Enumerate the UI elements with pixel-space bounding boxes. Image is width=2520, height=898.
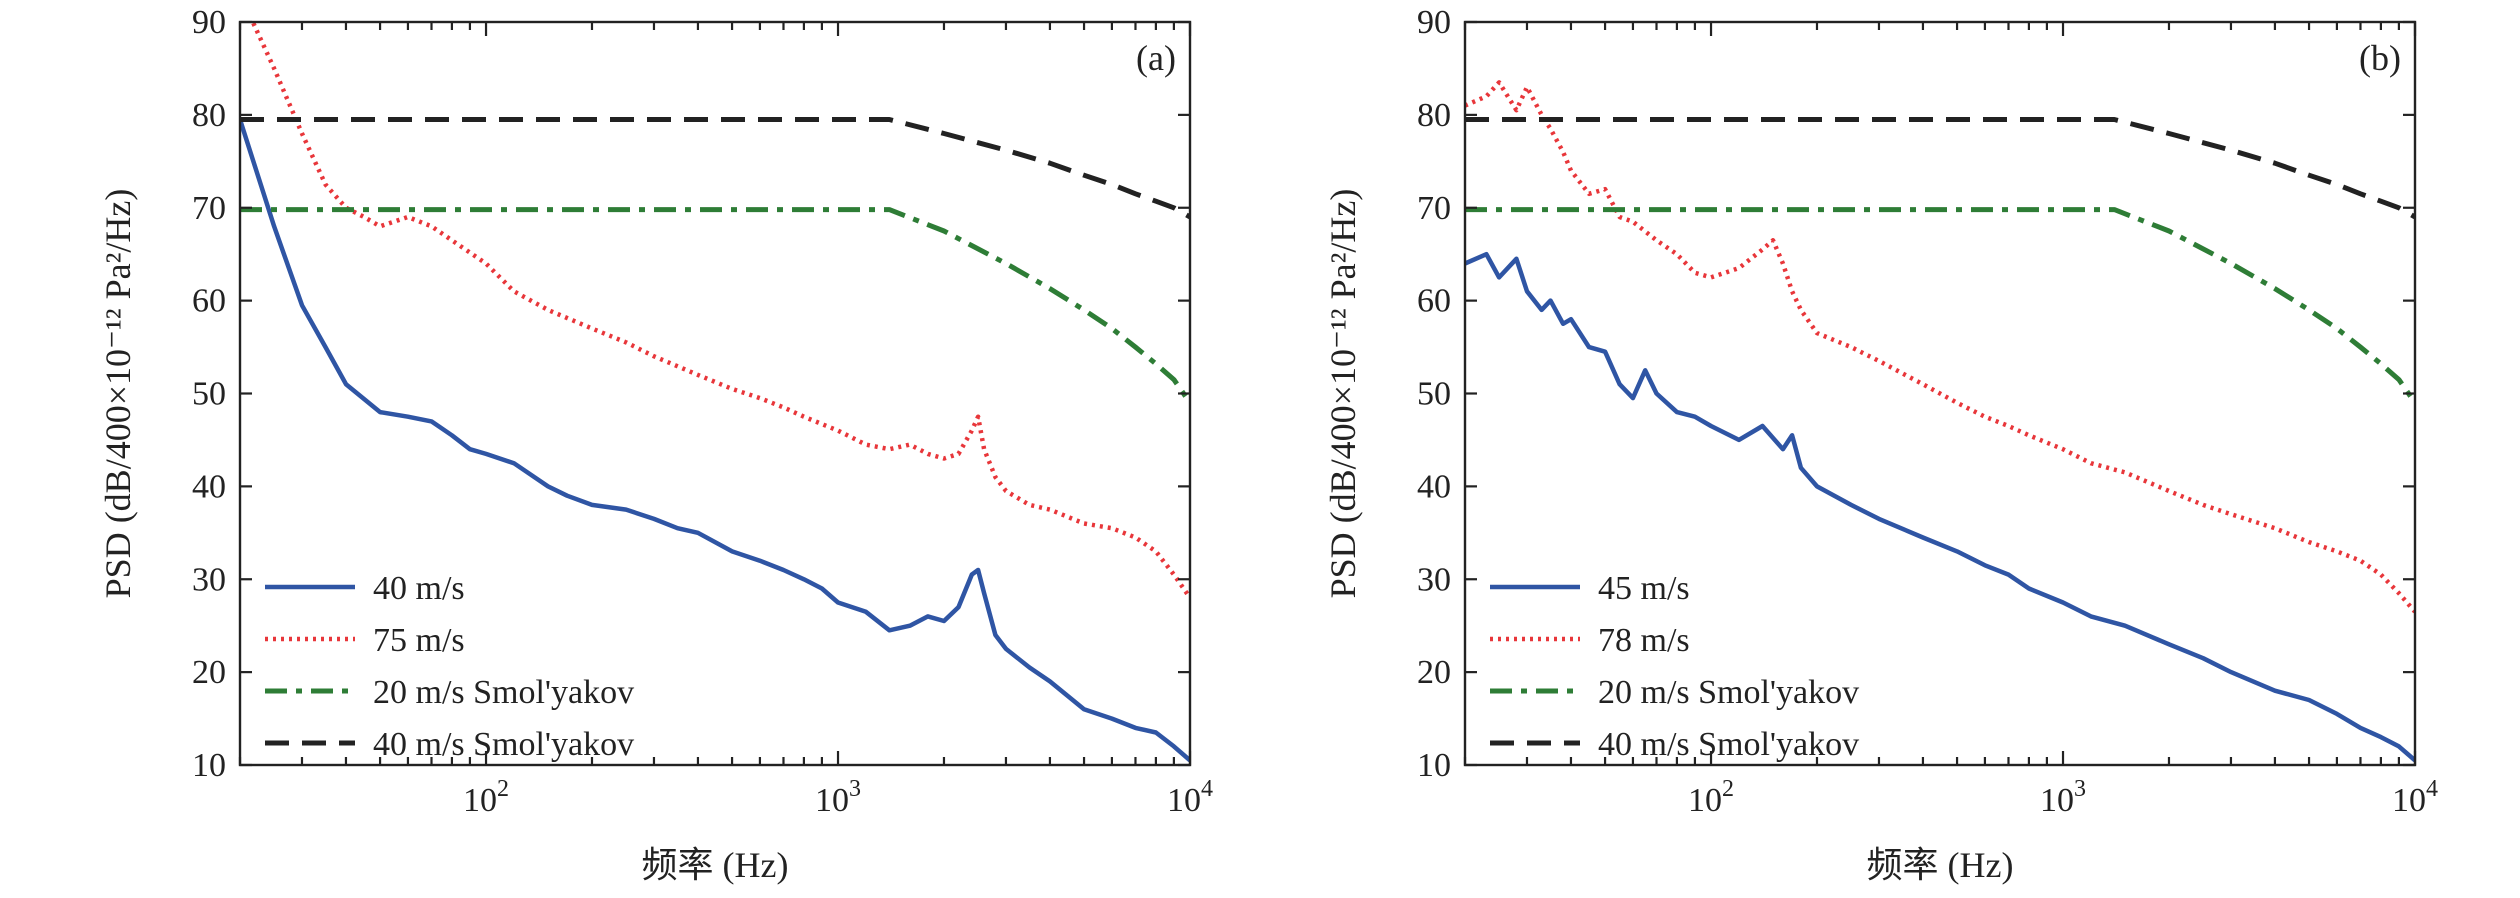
y-tick-label: 40 bbox=[1417, 468, 1451, 505]
legend-label-1: 78 m/s bbox=[1598, 622, 1690, 659]
x-tick-base: 10 bbox=[1167, 782, 1201, 819]
y-tick-label: 30 bbox=[192, 561, 226, 598]
y-tick-label: 70 bbox=[192, 190, 226, 227]
x-tick-label: 104 bbox=[2392, 776, 2438, 819]
panel-label: (b) bbox=[2359, 38, 2401, 78]
x-tick-exponent: 2 bbox=[1722, 776, 1734, 802]
x-tick-label: 103 bbox=[815, 776, 861, 819]
x-tick-base: 10 bbox=[1688, 782, 1722, 819]
series-line-2 bbox=[1465, 207, 2415, 405]
series-line-2 bbox=[240, 207, 1190, 405]
x-tick-exponent: 4 bbox=[2426, 776, 2438, 802]
x-axis-title: 频率 (Hz) bbox=[1867, 845, 2014, 885]
legend-label-3: 40 m/s Smol'yakov bbox=[373, 726, 634, 763]
y-tick-label: 20 bbox=[192, 654, 226, 691]
y-tick-label: 20 bbox=[1417, 654, 1451, 691]
y-axis-title: PSD (dB/400×10⁻¹² Pa²/Hz) bbox=[98, 189, 138, 599]
x-tick-exponent: 4 bbox=[1201, 776, 1213, 802]
y-tick-label: 90 bbox=[1417, 4, 1451, 41]
legend: 45 m/s 78 m/s 20 m/s Smol'yakov 40 m/s Smol… bbox=[1490, 570, 1859, 763]
series-line-1 bbox=[1465, 80, 2415, 614]
y-tick-label: 30 bbox=[1417, 561, 1451, 598]
x-tick-exponent: 3 bbox=[2074, 776, 2086, 802]
y-tick-label: 60 bbox=[1417, 283, 1451, 320]
series-line-3 bbox=[1465, 117, 2415, 220]
x-tick-base: 10 bbox=[2392, 782, 2426, 819]
x-tick-label: 104 bbox=[1167, 776, 1213, 819]
x-tick-exponent: 2 bbox=[497, 776, 509, 802]
legend-label-3: 40 m/s Smol'yakov bbox=[1598, 726, 1859, 763]
x-tick-label: 102 bbox=[463, 776, 509, 819]
series-line-3 bbox=[240, 117, 1190, 220]
series-group bbox=[240, 22, 1190, 763]
y-tick-label: 80 bbox=[192, 97, 226, 134]
x-tick-label: 102 bbox=[1688, 776, 1734, 819]
y-tick-label: 10 bbox=[192, 747, 226, 784]
y-tick-label: 90 bbox=[192, 4, 226, 41]
x-tick-label: 103 bbox=[2040, 776, 2086, 819]
x-axis-title: 频率 (Hz) bbox=[642, 845, 789, 885]
y-tick-label: 60 bbox=[192, 283, 226, 320]
series-line-1 bbox=[250, 22, 1190, 600]
series-group bbox=[1465, 80, 2415, 763]
x-tick-base: 10 bbox=[815, 782, 849, 819]
y-tick-label: 80 bbox=[1417, 97, 1451, 134]
legend-label-2: 20 m/s Smol'yakov bbox=[1598, 674, 1859, 711]
y-axis-title: PSD (dB/400×10⁻¹² Pa²/Hz) bbox=[1323, 189, 1363, 599]
y-tick-label: 70 bbox=[1417, 190, 1451, 227]
x-tick-base: 10 bbox=[2040, 782, 2074, 819]
panel-label: (a) bbox=[1136, 38, 1176, 78]
legend: 40 m/s 75 m/s 20 m/s Smol'yakov 40 m/s Smol… bbox=[265, 570, 634, 763]
series-line-0 bbox=[240, 118, 1190, 763]
legend-label-0: 45 m/s bbox=[1598, 570, 1690, 607]
x-tick-base: 10 bbox=[463, 782, 497, 819]
legend-label-2: 20 m/s Smol'yakov bbox=[373, 674, 634, 711]
y-tick-label: 50 bbox=[192, 376, 226, 413]
y-tick-label: 40 bbox=[192, 468, 226, 505]
series-line-0 bbox=[1465, 251, 2415, 763]
x-tick-exponent: 3 bbox=[849, 776, 861, 802]
legend-label-0: 40 m/s bbox=[373, 570, 465, 607]
y-tick-label: 50 bbox=[1417, 376, 1451, 413]
y-tick-label: 10 bbox=[1417, 747, 1451, 784]
legend-label-1: 75 m/s bbox=[373, 622, 465, 659]
